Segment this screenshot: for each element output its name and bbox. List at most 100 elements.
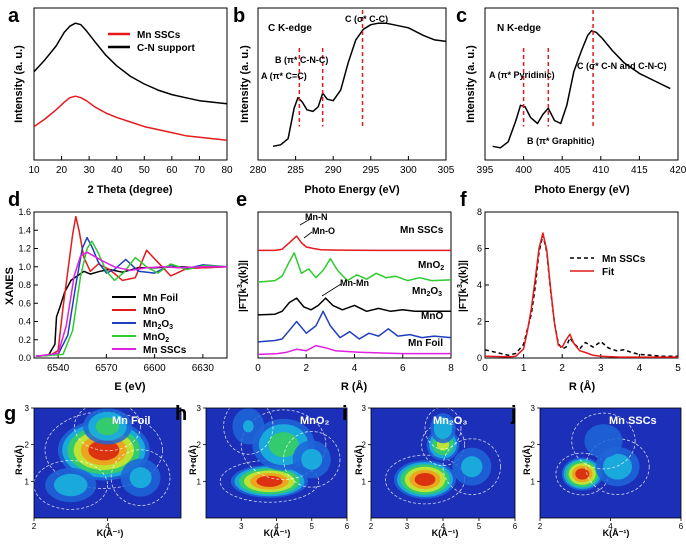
series-line-mn-sscs (35, 251, 227, 357)
heatmap-contour (433, 417, 453, 439)
plot-area: 2 4 6 1 2 3 (531, 404, 684, 531)
y-axis-label: Intensity (a. u.) (13, 45, 25, 123)
panel-label: e (236, 189, 247, 211)
y-tick-label: 1.6 (18, 207, 31, 217)
y-tick-label: 1 (197, 477, 202, 486)
heatmap-contour (53, 473, 88, 497)
y-tick-label: 1.0 (18, 262, 31, 272)
plot-area: 3 4 5 6 1 2 3 (197, 404, 350, 531)
heatmap-contour (243, 420, 254, 433)
x-tick-label: 4 (441, 522, 446, 531)
y-tick-label: 0.0 (18, 353, 31, 363)
annotation-mn-o: Mn-O (312, 226, 335, 236)
series-line-mn-sscs (485, 234, 678, 357)
series-label-mn-foil: Mn Foil (408, 338, 443, 349)
y-axis-label: Intensity (a. u.) (239, 45, 251, 123)
plot-area: 6540 6570 6600 6630 0.0 0.2 0.4 0.6 0.8 1.0 1.2 1.4… (18, 207, 227, 374)
series-label-mn2o3: Mn2O3 (412, 286, 442, 298)
y-tick-label: 0.6 (18, 298, 31, 308)
x-tick-label: 40 (111, 165, 123, 176)
x-axis-label: K(Å⁻¹) (432, 528, 459, 538)
x-axis-label: K(Å⁻¹) (97, 528, 124, 538)
x-tick-label: 4 (608, 522, 613, 531)
heatmap-contour-line (34, 460, 108, 510)
x-tick-label: 70 (194, 165, 206, 176)
plot-area: 0 1 2 3 4 5 0 2 4 6 8 (477, 207, 681, 374)
y-tick-label: 3 (25, 404, 30, 413)
y-tick-label: 2 (362, 441, 367, 450)
heatmap-contour-line (442, 438, 501, 495)
x-axis-label: R (Å) (341, 380, 368, 393)
heatmap-field (206, 408, 347, 518)
plot-frame (484, 7, 679, 161)
y-tick-label: 0.4 (18, 317, 31, 327)
annotation-leader (321, 283, 342, 297)
heatmap-contour (584, 424, 623, 458)
heatmap-contour (414, 473, 436, 486)
x-tick-label: 3 (239, 522, 244, 531)
x-tick-label: 285 (287, 165, 304, 176)
y-tick-label: 3 (197, 404, 202, 413)
plot-frame (33, 7, 228, 161)
panel-label: i (342, 403, 348, 425)
legend-label-mn-foil: Mn Foil (143, 293, 178, 304)
y-axis-label: R+α(Å) (522, 445, 532, 475)
plot-area: 280 285 290 295 300 305 (250, 10, 455, 176)
y-tick-label: 1.4 (18, 225, 31, 235)
panel-j: j 2 4 6 1 2 3 Mn SSCs R+α(Å) K(Å⁻¹) (510, 403, 684, 538)
y-tick-label: 3 (362, 404, 367, 413)
panel-label: d (8, 189, 20, 211)
annotation-b: B (π* Graphitic) (527, 136, 594, 146)
legend-label-mn-sscs: Mn SSCs (143, 345, 187, 356)
x-tick-label: 5 (675, 363, 681, 374)
x-tick-label: 415 (631, 165, 648, 176)
plot-area: 10 20 30 40 50 60 70 80 (28, 22, 233, 176)
heatmap-contour-line (74, 408, 141, 452)
series-line-fit (485, 232, 678, 358)
annotation-a: A (π* Pyridinic) (489, 70, 555, 80)
y-tick-label: 2 (477, 317, 482, 327)
inner-title: Mn₂O₃ (433, 415, 467, 427)
legend-label-cn-support: C-N support (137, 43, 195, 54)
heatmap-contour (575, 468, 590, 480)
x-tick-label: 3 (598, 363, 604, 374)
y-tick-label: 1 (362, 477, 367, 486)
y-axis-label: R+α(Å) (354, 445, 364, 475)
plot-area: 2 4 1 2 3 (25, 404, 182, 531)
x-tick-label: 10 (28, 165, 40, 176)
x-tick-label: 2 (303, 363, 309, 374)
x-tick-label: 395 (477, 165, 494, 176)
annotation-mn-n: Mn-N (305, 212, 328, 222)
x-axis-label: K(Å⁻¹) (264, 528, 291, 538)
y-tick-label: 4 (477, 280, 482, 290)
panel-i: i 2 3 4 5 6 1 2 3 Mn₂O₃ R+α(Å) K(Å⁻¹) (342, 403, 518, 538)
panel-e: e 0 2 4 6 8 |FT[k3χ(k)]| R (Å) Mn-N Mn-O Mn-… (236, 189, 454, 393)
x-tick-label: 4 (352, 363, 358, 374)
heatmap-contour-line (110, 449, 171, 506)
x-tick-label: 6 (679, 522, 684, 531)
panel-label: f (460, 189, 467, 211)
y-tick-label: 1.2 (18, 244, 31, 254)
annotation-c: C (σ* C-N and C-N-C) (577, 61, 667, 71)
annotation-a: A (π* C=C) (261, 71, 307, 81)
x-tick-label: 3 (405, 522, 410, 531)
x-tick-label: 420 (670, 165, 686, 176)
panel-c: c 395 400 405 410 415 420 N K-edge A (π* Pyri… (456, 5, 686, 196)
x-tick-label: 410 (592, 165, 609, 176)
x-tick-label: 290 (325, 165, 342, 176)
y-axis-label: Intensity (a. u.) (465, 45, 477, 123)
x-tick-label: 6570 (95, 363, 118, 374)
y-tick-label: 0.8 (18, 280, 31, 290)
y-axis-label: |FT[k3χ(k)]| (237, 260, 249, 312)
panel-label: b (233, 5, 245, 27)
x-tick-label: 6600 (144, 363, 167, 374)
heatmap-contour-line (283, 431, 341, 488)
x-axis-label: Photo Energy (eV) (534, 184, 630, 196)
x-tick-label: 300 (400, 165, 417, 176)
series-line-mn-sscs (258, 235, 451, 252)
x-tick-label: 305 (438, 165, 455, 176)
x-tick-label: 30 (84, 165, 96, 176)
heatmap-contour (268, 432, 299, 458)
x-tick-label: 6540 (47, 363, 70, 374)
